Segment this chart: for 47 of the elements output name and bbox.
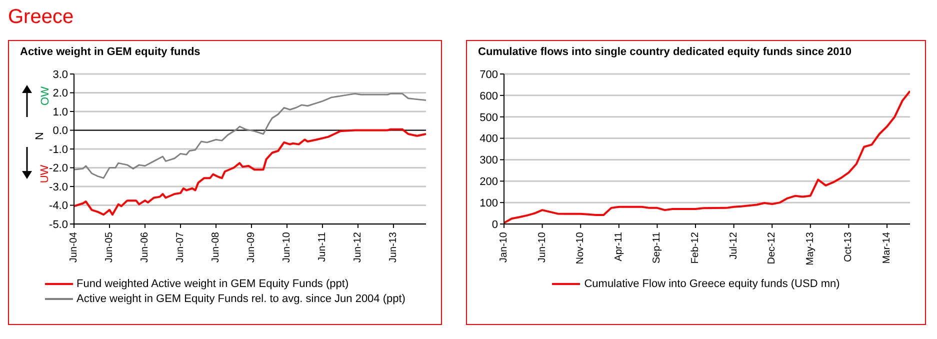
y-tick-label: -2.0 — [49, 162, 68, 175]
y-tick-label: -4.0 — [49, 200, 68, 212]
x-tick-label: Jun-13 — [388, 232, 399, 263]
y-tick-label: 300 — [480, 154, 498, 167]
x-tick-label: Jun-07 — [174, 232, 186, 263]
x-tick-label: May-13 — [804, 232, 816, 266]
text: UW — [39, 164, 52, 184]
x-tick-label: Nov-10 — [575, 232, 586, 264]
x-tick-label: Jun-10 — [281, 232, 292, 263]
x-tick-label: Jun-11 — [316, 232, 328, 262]
x-tick-label: Apr-11 — [613, 232, 624, 262]
y-tick-label: 700 — [480, 68, 498, 81]
chart-title: Active weight in GEM equity funds — [20, 46, 200, 58]
y-tick-label: -3.0 — [49, 181, 68, 194]
legend-label: Active weight in GEM Equity Funds rel. to avg. since Jun 2004 (ppt) — [76, 292, 406, 304]
y-tick-label: 0 — [492, 218, 498, 231]
y-tick-label: 400 — [480, 133, 498, 146]
y-tick-label: -1.0 — [49, 144, 68, 156]
x-tick-label: Jan-10 — [498, 232, 510, 263]
chart-title: Cumulative flows into single country dedicated equity funds since 2010 — [478, 46, 852, 58]
x-tick-label: Jun-10 — [536, 232, 548, 263]
legend-label: Cumulative Flow into Greece equity funds (USD mn) — [584, 278, 840, 290]
x-tick-label: Jun-08 — [210, 232, 222, 263]
text: N — [34, 132, 46, 140]
legend-label: Fund weighted Active weight in GEM Equity Funds (ppt) — [76, 278, 349, 290]
y-tick-label: 600 — [480, 90, 498, 102]
x-tick-label: Jun-05 — [104, 232, 115, 263]
y-tick-label: 100 — [480, 197, 498, 210]
y-tick-label: 500 — [480, 112, 498, 124]
x-tick-label: Jul-12 — [728, 232, 740, 260]
text: Greece — [8, 6, 74, 29]
x-tick-label: Jun-09 — [246, 232, 257, 263]
y-tick-label: -5.0 — [49, 218, 68, 231]
x-tick-label: Feb-12 — [690, 232, 702, 264]
x-tick-label: Dec-12 — [766, 232, 778, 264]
y-tick-label: 200 — [480, 176, 498, 188]
y-tick-label: 2.0 — [52, 88, 68, 100]
text: OW — [39, 86, 52, 106]
x-tick-label: Mar-14 — [882, 232, 893, 264]
x-tick-label: Oct-13 — [843, 232, 854, 262]
y-tick-label: 3.0 — [52, 68, 68, 81]
y-tick-label: 0.0 — [52, 125, 68, 138]
x-tick-label: Jun-04 — [68, 232, 80, 263]
x-tick-label: Jun-06 — [139, 232, 150, 263]
y-tick-label: 1.0 — [52, 106, 68, 118]
x-tick-label: Jun-12 — [352, 232, 364, 263]
x-tick-label: Sep-11 — [652, 232, 663, 264]
